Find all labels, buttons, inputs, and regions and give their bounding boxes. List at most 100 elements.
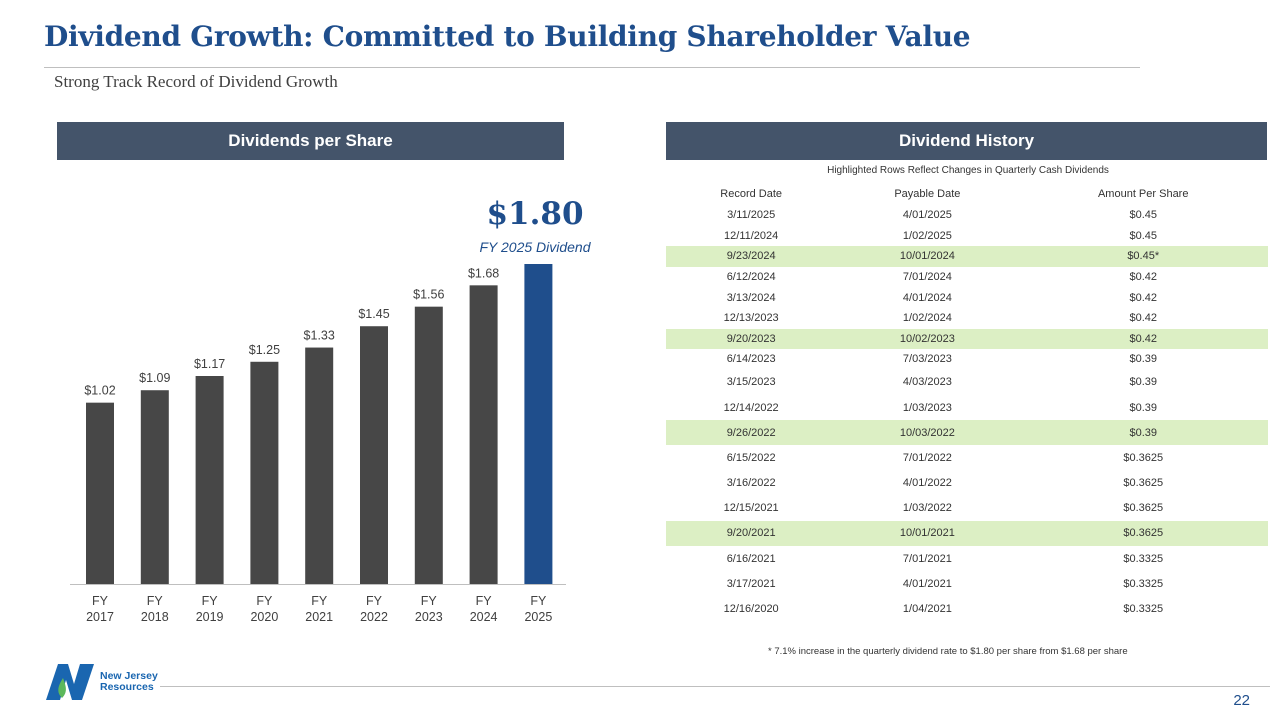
table-row: 3/16/2022 4/01/2022 $0.3625 <box>666 471 1268 496</box>
record-date-cell: 12/14/2022 <box>723 401 779 414</box>
table-row: 12/15/2021 1/03/2022 $0.3625 <box>666 496 1268 521</box>
njr-logo-icon <box>46 664 94 700</box>
dividend-history-table: Record Date Payable Date Amount Per Shar… <box>666 183 1268 622</box>
record-date-cell: 9/26/2022 <box>666 420 837 446</box>
x-tick-label: FY <box>311 594 328 608</box>
amount-cell: $0.39 <box>1129 401 1157 414</box>
payable-date-cell: 1/03/2023 <box>902 401 952 414</box>
amount-cell: $0.42 <box>1018 328 1268 350</box>
dividend-history-header: Dividend History <box>666 122 1267 160</box>
record-date-cell: 9/20/2021 <box>666 520 837 547</box>
payable-date-cell: 4/03/2023 <box>902 376 952 389</box>
column-header: Amount Per Share <box>1097 188 1189 200</box>
table-row: 6/12/2024 7/01/2024 $0.42 <box>666 267 1268 288</box>
amount-cell: $0.3625 <box>1123 451 1164 464</box>
payable-date-cell: 10/03/2022 <box>836 420 1019 446</box>
payable-date-cell: 10/02/2023 <box>836 328 1019 350</box>
amount-cell: $0.45* <box>1018 246 1268 267</box>
record-date-cell: 6/12/2024 <box>726 271 776 284</box>
payable-date-cell: 10/01/2024 <box>836 246 1019 267</box>
column-header: Record Date <box>720 188 783 200</box>
bar <box>524 264 553 584</box>
x-tick-label: 2025 <box>524 610 552 624</box>
payable-date-cell: 10/01/2021 <box>836 520 1019 547</box>
record-date-cell: 6/16/2021 <box>726 552 776 565</box>
table-caption: Highlighted Rows Reflect Changes in Quar… <box>827 165 1109 176</box>
amount-cell: $0.3625 <box>1018 520 1268 547</box>
amount-cell: $0.3325 <box>1123 603 1164 616</box>
bar <box>140 390 169 584</box>
payable-date-cell: 4/01/2022 <box>902 477 952 490</box>
table-row: 3/11/2025 4/01/2025 $0.45 <box>666 205 1268 226</box>
bar-value-label: $1.56 <box>413 288 444 302</box>
logo-text: New Jersey Resources <box>100 670 158 693</box>
bar-value-label: $1.45 <box>358 307 389 321</box>
table-row: 9/26/2022 10/03/2022 $0.39 <box>666 420 1268 446</box>
x-tick-label: FY <box>530 594 547 608</box>
amount-cell: $0.39 <box>1018 420 1268 446</box>
x-tick-label: 2019 <box>196 610 224 624</box>
table-row: 3/17/2021 4/01/2021 $0.3325 <box>666 571 1268 596</box>
bar-value-label: $1.17 <box>194 357 225 371</box>
bar <box>414 306 443 584</box>
dividends-per-share-header: Dividends per Share <box>57 122 564 160</box>
dividends-bar-chart: $1.02 FY 2017 $1.09 FY 2018 $1.17 FY 2019 $1.25 FY… <box>70 264 566 624</box>
table-row: 9/20/2021 10/01/2021 $0.3625 <box>666 520 1268 547</box>
record-date-cell: 12/11/2024 <box>724 229 779 242</box>
amount-cell: $0.45 <box>1129 229 1157 242</box>
amount-cell: $0.3325 <box>1123 577 1164 590</box>
page-number: 22 <box>1233 692 1250 709</box>
payable-date-cell: 1/02/2024 <box>902 312 952 325</box>
x-tick-label: FY <box>147 594 164 608</box>
x-tick-label: FY <box>366 594 383 608</box>
amount-cell: $0.45 <box>1129 209 1157 222</box>
payable-date-cell: 4/01/2024 <box>902 291 952 304</box>
amount-cell: $0.39 <box>1129 353 1157 366</box>
record-date-cell: 3/13/2024 <box>726 291 776 304</box>
record-date-cell: 3/17/2021 <box>726 577 776 590</box>
company-logo: New Jersey Resources <box>44 664 162 700</box>
amount-cell: $0.42 <box>1129 312 1157 325</box>
x-tick-label: FY <box>421 594 438 608</box>
page-title: Dividend Growth: Committed to Building S… <box>44 20 971 53</box>
fy2025-dividend-value: $1.80 <box>486 196 584 232</box>
payable-date-cell: 7/01/2024 <box>902 271 952 284</box>
bar <box>305 347 334 584</box>
bar <box>195 376 224 584</box>
table-row: 12/11/2024 1/02/2025 $0.45 <box>666 226 1268 247</box>
record-date-cell: 12/16/2020 <box>723 603 779 616</box>
record-date-cell: 3/11/2025 <box>727 209 776 222</box>
payable-date-cell: 7/03/2023 <box>902 353 952 366</box>
table-row: 12/13/2023 1/02/2024 $0.42 <box>666 308 1268 329</box>
table-row: 3/15/2023 4/03/2023 $0.39 <box>666 370 1268 395</box>
record-date-cell: 6/14/2023 <box>726 353 776 366</box>
bar <box>250 361 279 584</box>
record-date-cell: 12/15/2021 <box>723 502 779 515</box>
x-tick-label: 2024 <box>470 610 498 624</box>
bar-value-label: $1.68 <box>468 266 499 280</box>
bar <box>360 326 388 584</box>
footer-divider <box>160 686 1270 687</box>
table-row: 3/13/2024 4/01/2024 $0.42 <box>666 287 1268 308</box>
x-tick-label: 2021 <box>305 610 333 624</box>
record-date-cell: 9/23/2024 <box>666 246 837 267</box>
amount-cell: $0.3325 <box>1123 552 1164 565</box>
x-tick-label: 2023 <box>415 610 443 624</box>
record-date-cell: 3/15/2023 <box>726 376 776 389</box>
amount-cell: $0.42 <box>1129 291 1157 304</box>
x-tick-label: FY <box>92 594 109 608</box>
x-tick-label: FY <box>476 594 493 608</box>
record-date-cell: 6/15/2022 <box>726 451 776 464</box>
bar-value-label: $1.02 <box>84 384 115 398</box>
bar <box>86 402 114 584</box>
title-divider <box>44 67 1140 68</box>
table-row: 6/15/2022 7/01/2022 $0.3625 <box>666 445 1268 470</box>
bar-value-label: $1.09 <box>139 371 170 385</box>
payable-date-cell: 4/01/2025 <box>902 209 952 222</box>
table-row: 9/23/2024 10/01/2024 $0.45* <box>666 246 1268 267</box>
bar-value-label: $1.25 <box>249 343 280 357</box>
payable-date-cell: 4/01/2021 <box>902 577 952 590</box>
column-header: Payable Date <box>894 188 961 200</box>
table-row: 12/14/2022 1/03/2023 $0.39 <box>666 395 1268 420</box>
table-row: 9/20/2023 10/02/2023 $0.42 <box>666 328 1268 350</box>
